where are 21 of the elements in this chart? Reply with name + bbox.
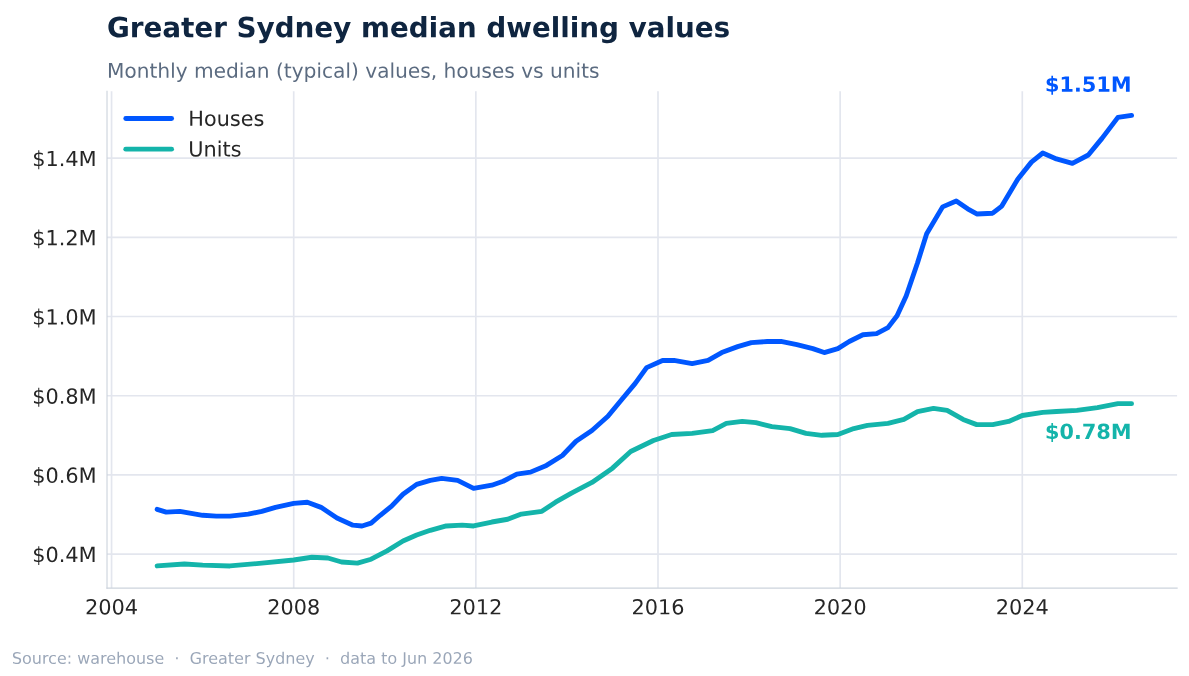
y-tick-label: $0.4M <box>33 546 95 566</box>
x-tick-label: 2004 <box>86 598 137 615</box>
annotation: $1.51M <box>1046 75 1130 95</box>
y-tick-label: $0.8M <box>33 387 95 407</box>
chart-title: Greater Sydney median dwelling values <box>108 16 729 44</box>
y-tick-label: $1.0M <box>33 308 95 328</box>
annotation: $0.78M <box>1046 423 1130 442</box>
line-series <box>154 112 1134 529</box>
chart-subtitle: Monthly median (typical) values, houses vs units <box>108 62 599 82</box>
x-tick-label: 2008 <box>268 598 319 615</box>
x-tick-label: 2020 <box>815 598 866 615</box>
x-tick-label: 2012 <box>450 598 501 615</box>
source-note: Source: warehouse · Greater Sydney · data to Jun 2026 <box>12 651 472 668</box>
y-tick-label: $1.2M <box>33 229 95 249</box>
y-tick-label: $0.6M <box>33 466 95 486</box>
x-tick-label: 2024 <box>997 598 1048 615</box>
line-series <box>154 401 1134 569</box>
y-tick-label: $1.4M <box>33 150 95 170</box>
legend-label: Units <box>190 140 241 157</box>
legend-label: Houses <box>190 110 264 127</box>
x-tick-label: 2016 <box>633 598 684 615</box>
